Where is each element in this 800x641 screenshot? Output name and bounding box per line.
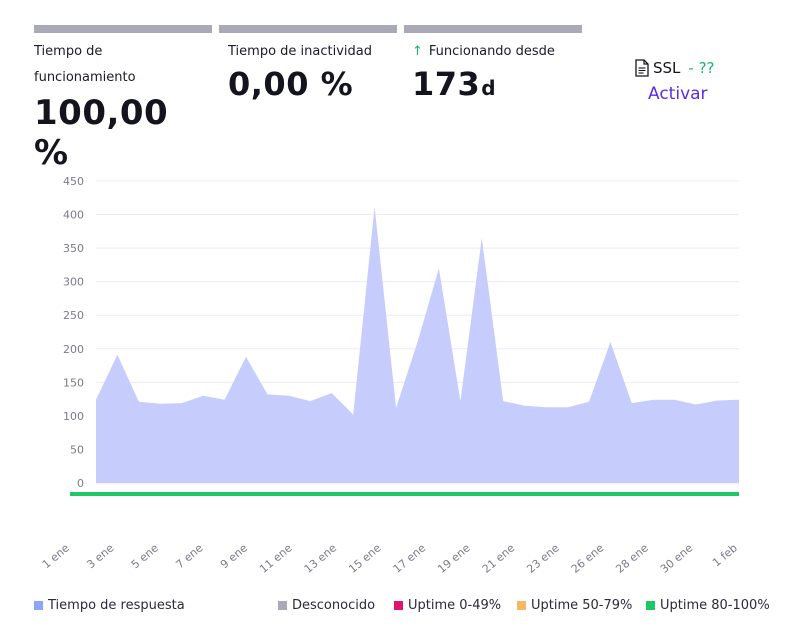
document-icon	[635, 59, 649, 77]
x-tick-label: 23 ene	[524, 541, 562, 576]
legend-label: Uptime 50-79%	[531, 598, 633, 613]
downtime-card-bar	[219, 25, 397, 33]
legend-swatch	[278, 601, 287, 610]
x-tick-label: 30 ene	[658, 541, 696, 576]
legend-label: Uptime 0-49%	[408, 598, 502, 613]
y-tick-label: 200	[63, 343, 84, 356]
running-since-unit: d	[481, 76, 497, 100]
ssl-widget: SSL - ?? Activar	[630, 58, 740, 104]
arrow-up-icon: ↑	[412, 44, 423, 59]
y-tick-label: 400	[63, 209, 84, 222]
downtime-value: 0,00 %	[228, 65, 354, 103]
uptime-status-band	[70, 492, 739, 496]
y-tick-label: 150	[63, 376, 84, 389]
legend-swatch	[517, 601, 526, 610]
x-tick-label: 17 ene	[391, 541, 429, 576]
ssl-status: - ??	[688, 59, 715, 77]
running-since-value: 173d	[404, 65, 582, 103]
y-tick-label: 0	[77, 477, 84, 490]
x-tick-label: 28 ene	[613, 541, 651, 576]
response-time-chart: 0 50 100 150 200 250 300 350 400 450 1 ene 3 ene 5 …	[40, 175, 740, 576]
legend-label: Uptime 80-100%	[660, 598, 770, 613]
legend-swatch	[646, 601, 655, 610]
x-tick-label: 26 ene	[569, 541, 607, 576]
x-tick-label: 15 ene	[346, 541, 384, 576]
x-tick-label: 21 ene	[480, 541, 518, 576]
x-tick-label: 9 ene	[218, 541, 250, 571]
running-since-label: Funcionando desde	[428, 44, 555, 59]
x-tick-label: 19 ene	[435, 541, 473, 576]
x-tick-label: 5 ene	[129, 541, 161, 571]
legend-item[interactable]: Uptime 50-79%	[517, 598, 632, 613]
running-since-card: ↑ Funcionando desde 173d	[404, 25, 582, 103]
downtime-card: Tiempo de inactividad 0,00 %	[219, 25, 397, 103]
ssl-label: SSL	[653, 59, 681, 77]
uptime-card: Tiempo de funcionamiento 100,00 %	[34, 25, 212, 173]
x-axis: 1 ene 3 ene 5 ene 7 ene 9 ene 11 ene 13 ene 15 …	[40, 541, 740, 576]
downtime-label: Tiempo de inactividad	[228, 44, 372, 59]
uptime-label-line2: funcionamiento	[34, 70, 136, 85]
y-tick-label: 100	[63, 410, 84, 423]
x-tick-label: 1 ene	[40, 541, 72, 571]
x-tick-label: 7 ene	[173, 541, 205, 571]
legend-item[interactable]: Desconocido	[278, 598, 375, 613]
y-tick-label: 450	[63, 175, 84, 188]
response-time-area	[96, 207, 739, 483]
uptime-label-line1: Tiempo de	[34, 44, 103, 59]
legend-swatch	[34, 601, 43, 610]
x-tick-label: 13 ene	[302, 541, 340, 576]
x-tick-label: 11 ene	[257, 541, 295, 576]
y-axis: 0 50 100 150 200 250 300 350 400 450	[63, 175, 84, 490]
legend-item[interactable]: Tiempo de respuesta	[34, 598, 185, 613]
y-tick-label: 350	[63, 242, 84, 255]
x-tick-label: 1 feb	[710, 541, 740, 569]
y-tick-label: 250	[63, 309, 84, 322]
ssl-row: SSL - ??	[630, 58, 740, 78]
y-tick-label: 50	[70, 443, 84, 456]
legend-item[interactable]: Uptime 80-100%	[646, 598, 770, 613]
legend-item[interactable]: Uptime 0-49%	[394, 598, 501, 613]
uptime-label: Tiempo de funcionamiento	[34, 39, 212, 91]
uptime-value: 100,00 %	[34, 93, 169, 173]
legend-swatch	[394, 601, 403, 610]
chart-area-layer	[95, 207, 740, 483]
running-since-label-row: ↑ Funcionando desde	[404, 39, 582, 65]
legend-label: Desconocido	[292, 598, 376, 613]
uptime-band-layer	[70, 492, 739, 496]
running-since-card-bar	[404, 25, 582, 33]
x-tick-label: 3 ene	[84, 541, 116, 571]
y-tick-label: 300	[63, 276, 84, 289]
uptime-card-bar	[34, 25, 212, 33]
running-since-number: 173	[412, 65, 481, 103]
legend-label: Tiempo de respuesta	[48, 598, 185, 613]
ssl-activate-link[interactable]: Activar	[648, 84, 708, 104]
